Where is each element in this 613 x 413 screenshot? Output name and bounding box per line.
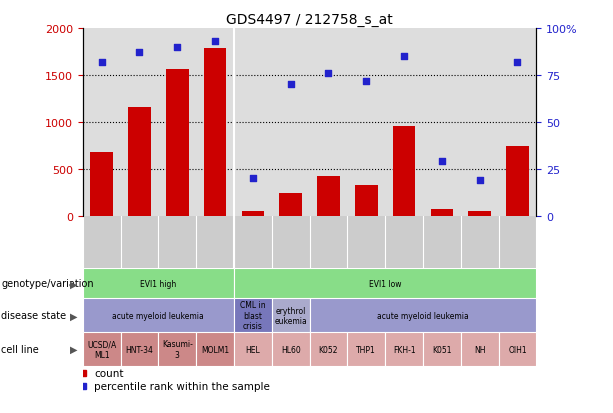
Text: FKH-1: FKH-1 bbox=[393, 345, 416, 354]
Text: erythrol
eukemia: erythrol eukemia bbox=[274, 306, 307, 325]
Text: HNT-34: HNT-34 bbox=[126, 345, 153, 354]
FancyBboxPatch shape bbox=[234, 332, 272, 366]
Point bbox=[399, 54, 409, 60]
Text: CML in
blast
crisis: CML in blast crisis bbox=[240, 301, 265, 330]
FancyBboxPatch shape bbox=[83, 299, 234, 332]
Text: acute myeloid leukemia: acute myeloid leukemia bbox=[112, 311, 204, 320]
FancyBboxPatch shape bbox=[461, 332, 498, 366]
Text: MOLM1: MOLM1 bbox=[201, 345, 229, 354]
Text: HEL: HEL bbox=[245, 345, 261, 354]
Text: K051: K051 bbox=[432, 345, 452, 354]
FancyBboxPatch shape bbox=[348, 332, 385, 366]
Bar bbox=[468, 211, 491, 216]
Point bbox=[210, 39, 220, 45]
Text: NH: NH bbox=[474, 345, 485, 354]
Text: K052: K052 bbox=[319, 345, 338, 354]
FancyBboxPatch shape bbox=[423, 332, 461, 366]
Point bbox=[172, 44, 182, 51]
Text: cell line: cell line bbox=[1, 344, 39, 354]
Point bbox=[512, 59, 522, 66]
FancyBboxPatch shape bbox=[234, 269, 536, 299]
FancyBboxPatch shape bbox=[83, 269, 234, 299]
Text: count: count bbox=[94, 368, 124, 377]
Bar bbox=[393, 126, 416, 216]
Text: disease state: disease state bbox=[1, 311, 66, 320]
FancyBboxPatch shape bbox=[234, 299, 272, 332]
Text: ▶: ▶ bbox=[70, 311, 78, 320]
Bar bbox=[242, 211, 264, 216]
FancyBboxPatch shape bbox=[310, 332, 348, 366]
FancyBboxPatch shape bbox=[310, 299, 536, 332]
Point bbox=[475, 177, 485, 184]
Bar bbox=[355, 185, 378, 216]
FancyBboxPatch shape bbox=[272, 332, 310, 366]
Text: percentile rank within the sample: percentile rank within the sample bbox=[94, 381, 270, 391]
Text: ▶: ▶ bbox=[70, 279, 78, 289]
FancyBboxPatch shape bbox=[121, 332, 158, 366]
FancyBboxPatch shape bbox=[83, 332, 121, 366]
Bar bbox=[317, 177, 340, 216]
Bar bbox=[506, 147, 529, 216]
Text: genotype/variation: genotype/variation bbox=[1, 279, 94, 289]
Text: EVI1 low: EVI1 low bbox=[369, 279, 402, 288]
Text: acute myeloid leukemia: acute myeloid leukemia bbox=[377, 311, 469, 320]
Point bbox=[97, 59, 107, 66]
Point bbox=[286, 82, 295, 88]
Bar bbox=[430, 209, 453, 216]
FancyBboxPatch shape bbox=[196, 332, 234, 366]
Point bbox=[361, 78, 371, 85]
Title: GDS4497 / 212758_s_at: GDS4497 / 212758_s_at bbox=[226, 12, 393, 26]
Text: THP1: THP1 bbox=[356, 345, 376, 354]
Text: EVI1 high: EVI1 high bbox=[140, 279, 177, 288]
Bar bbox=[90, 152, 113, 216]
Bar bbox=[204, 49, 226, 216]
Bar bbox=[280, 194, 302, 216]
Text: UCSD/A
ML1: UCSD/A ML1 bbox=[87, 339, 116, 359]
Point bbox=[324, 71, 333, 77]
Point bbox=[134, 50, 145, 57]
Text: HL60: HL60 bbox=[281, 345, 300, 354]
Bar bbox=[128, 108, 151, 216]
FancyBboxPatch shape bbox=[385, 332, 423, 366]
Point bbox=[248, 176, 257, 182]
Text: Kasumi-
3: Kasumi- 3 bbox=[162, 339, 192, 359]
FancyBboxPatch shape bbox=[158, 332, 196, 366]
Point bbox=[437, 159, 447, 165]
Bar bbox=[166, 70, 189, 216]
FancyBboxPatch shape bbox=[272, 299, 310, 332]
Text: OIH1: OIH1 bbox=[508, 345, 527, 354]
FancyBboxPatch shape bbox=[498, 332, 536, 366]
Text: ▶: ▶ bbox=[70, 344, 78, 354]
